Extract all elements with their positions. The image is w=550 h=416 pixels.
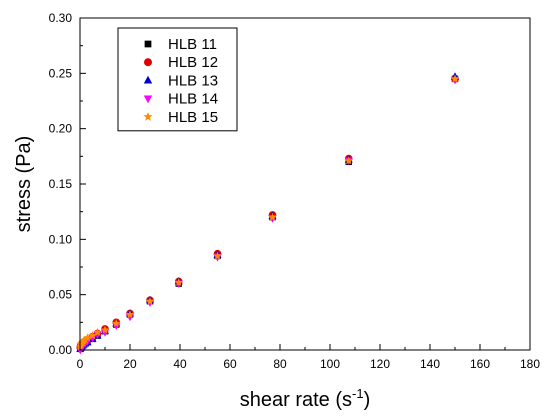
data-point (268, 212, 277, 221)
axes: 0 20 40 60 80 100 120 140 160 180 0.00 0.05 0.10 0.15… (49, 11, 541, 371)
data-point (83, 333, 92, 342)
x-tick-label: 0 (77, 357, 84, 371)
legend-marker (143, 75, 153, 84)
legend-marker (144, 58, 152, 67)
x-tick-label: 140 (420, 357, 440, 371)
plot-area (75, 72, 460, 355)
legend-label: HLB 13 (168, 72, 218, 89)
data-point (100, 325, 110, 334)
data-point (112, 322, 121, 331)
data-point (126, 313, 134, 322)
data-point (344, 156, 354, 165)
legend-label: HLB 11 (168, 36, 217, 53)
data-point (174, 277, 184, 287)
x-tick-label: 80 (273, 357, 287, 371)
legend-label: HLB 14 (168, 91, 218, 108)
y-tick-label: 0.10 (49, 232, 73, 246)
x-axis-title: shear rate (s-1) (240, 386, 371, 411)
y-tick-label: 0.00 (49, 343, 73, 357)
legend-box (117, 27, 238, 132)
x-axis-title-main: shear rate (s (240, 389, 352, 411)
y-tick-label: 0.25 (49, 66, 73, 80)
y-tick-label: 0.20 (49, 122, 73, 136)
data-point (213, 251, 222, 260)
legend-marker (144, 40, 152, 48)
y-tick-label: 0.05 (49, 288, 73, 302)
y-axis-title: stress (Pa) (13, 136, 35, 233)
y-tick-label: 0.30 (49, 11, 73, 25)
data-point (111, 318, 121, 328)
data-point (93, 327, 102, 337)
x-tick-label: 40 (173, 357, 187, 371)
x-axis-title-superscript: -1 (352, 386, 364, 401)
x-tick-label: 60 (223, 357, 237, 371)
data-point (93, 331, 102, 339)
data-point (450, 74, 460, 83)
y-tick-label: 0.15 (49, 177, 73, 191)
x-tick-label: 180 (520, 357, 540, 371)
x-tick-label: 100 (320, 357, 340, 371)
x-tick-label: 160 (470, 357, 490, 371)
data-point (145, 296, 155, 306)
legend-marker (143, 111, 153, 121)
data-point (80, 335, 90, 344)
data-point (88, 331, 97, 340)
x-axis-title-close: ) (364, 389, 371, 411)
legend-marker (143, 95, 153, 104)
legend-label: HLB 15 (168, 109, 218, 126)
data-point (101, 329, 109, 337)
x-tick-label: 120 (370, 357, 390, 371)
data-point (125, 309, 135, 319)
legend-label: HLB 12 (168, 54, 218, 71)
x-tick-label: 20 (123, 357, 137, 371)
